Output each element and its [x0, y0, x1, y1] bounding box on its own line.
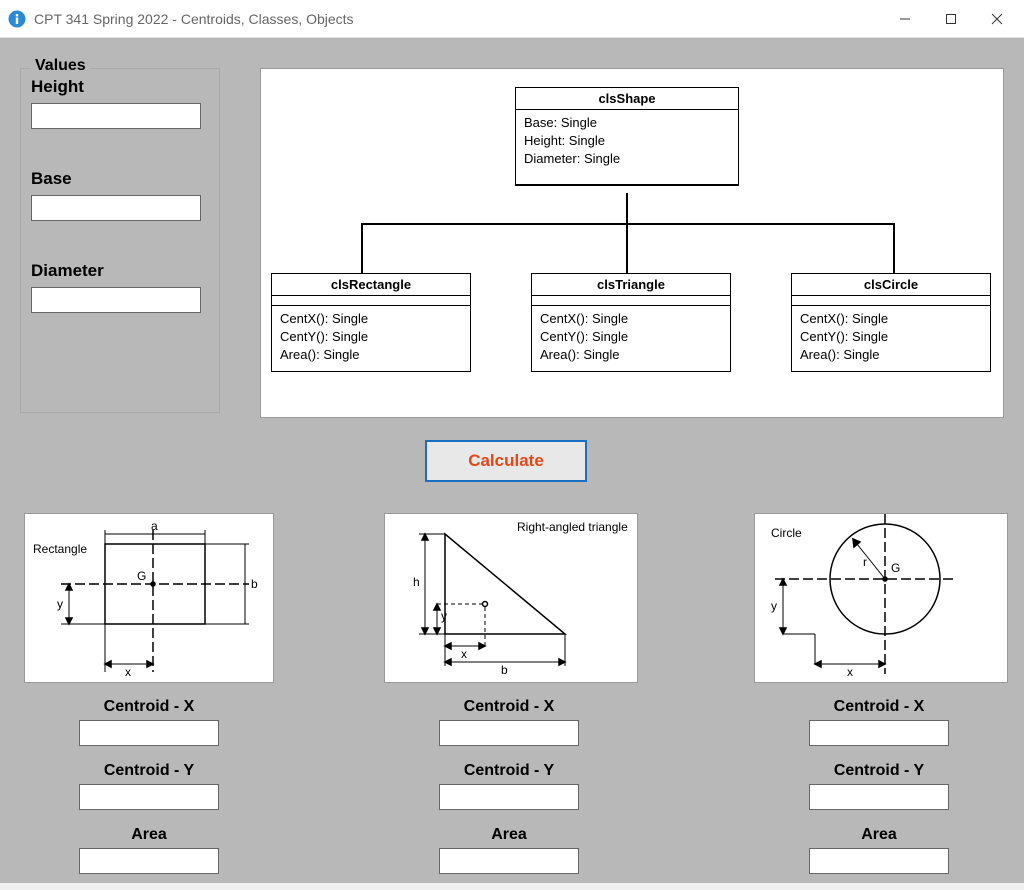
uml-attr: Diameter: Single	[524, 150, 730, 168]
window-title: CPT 341 Spring 2022 - Centroids, Classes…	[34, 11, 882, 27]
uml-sep	[792, 296, 990, 306]
uml-clstriangle-title: clsTriangle	[532, 274, 730, 296]
centroid-x-label: Centroid - X	[414, 698, 604, 716]
label-G: G	[137, 569, 146, 583]
uml-clsshape-title: clsShape	[516, 88, 738, 110]
uml-attr: Base: Single	[524, 114, 730, 132]
uml-clsrectangle-methods: CentX(): Single CentY(): Single Area(): …	[272, 306, 470, 371]
uml-method: Area(): Single	[540, 346, 722, 364]
maximize-button[interactable]	[928, 3, 974, 35]
uml-clsrectangle-title: clsRectangle	[272, 274, 470, 296]
label-b: b	[501, 663, 508, 677]
uml-attr: Height: Single	[524, 132, 730, 150]
uml-clsrectangle: clsRectangle CentX(): Single CentY(): Si…	[271, 273, 471, 372]
maximize-icon	[945, 13, 957, 25]
triangle-results: Centroid - X Centroid - Y Area	[414, 698, 604, 890]
uml-clscircle-methods: CentX(): Single CentY(): Single Area(): …	[792, 306, 990, 371]
label-x: x	[125, 665, 131, 679]
uml-sep	[516, 175, 738, 185]
label-a: a	[151, 519, 158, 533]
height-label: Height	[31, 77, 209, 97]
titlebar: CPT 341 Spring 2022 - Centroids, Classes…	[0, 0, 1024, 38]
uml-clsshape: clsShape Base: Single Height: Single Dia…	[515, 87, 739, 186]
circle-results: Centroid - X Centroid - Y Area	[784, 698, 974, 890]
rectangle-results: Centroid - X Centroid - Y Area	[54, 698, 244, 890]
uml-connector	[361, 223, 363, 273]
label-b: b	[251, 577, 258, 591]
close-button[interactable]	[974, 3, 1020, 35]
rectangle-centroidx-output[interactable]	[79, 720, 219, 746]
diameter-input[interactable]	[31, 287, 201, 313]
diameter-label: Diameter	[31, 261, 209, 281]
area-label: Area	[54, 826, 244, 844]
uml-method: Area(): Single	[800, 346, 982, 364]
rectangle-area-output[interactable]	[79, 848, 219, 874]
uml-method: CentY(): Single	[540, 328, 722, 346]
rectangle-figure-panel: Rectangle	[24, 513, 274, 683]
minimize-button[interactable]	[882, 3, 928, 35]
triangle-area-output[interactable]	[439, 848, 579, 874]
uml-method: CentY(): Single	[800, 328, 982, 346]
app-icon	[8, 10, 26, 28]
area-label: Area	[784, 826, 974, 844]
triangle-centroidy-output[interactable]	[439, 784, 579, 810]
circle-centroidx-output[interactable]	[809, 720, 949, 746]
uml-clstriangle-methods: CentX(): Single CentY(): Single Area(): …	[532, 306, 730, 371]
uml-diagram-panel: clsShape Base: Single Height: Single Dia…	[260, 68, 1004, 418]
circle-title: Circle	[771, 526, 802, 540]
label-y: y	[57, 597, 63, 611]
close-icon	[991, 13, 1003, 25]
circle-centroidy-output[interactable]	[809, 784, 949, 810]
label-y: y	[441, 609, 447, 623]
centroid-x-label: Centroid - X	[54, 698, 244, 716]
calculate-button[interactable]: Calculate	[425, 440, 587, 482]
circle-area-output[interactable]	[809, 848, 949, 874]
uml-clscircle: clsCircle CentX(): Single CentY(): Singl…	[791, 273, 991, 372]
uml-method: CentY(): Single	[280, 328, 462, 346]
circle-figure-panel: Circle r	[754, 513, 1008, 683]
uml-method: Area(): Single	[280, 346, 462, 364]
uml-clsshape-attrs: Base: Single Height: Single Diameter: Si…	[516, 110, 738, 175]
uml-method: CentX(): Single	[800, 310, 982, 328]
centroid-y-label: Centroid - Y	[784, 762, 974, 780]
base-input[interactable]	[31, 195, 201, 221]
label-x: x	[461, 647, 467, 661]
uml-connector	[626, 193, 628, 223]
triangle-figure-panel: Right-angled triangle	[384, 513, 638, 683]
uml-connector	[361, 223, 895, 225]
minimize-icon	[899, 13, 911, 25]
client-area: Values Height Base Diameter clsShape Bas…	[0, 38, 1024, 883]
uml-connector	[893, 223, 895, 273]
uml-sep	[532, 296, 730, 306]
label-x: x	[847, 665, 853, 679]
rectangle-centroidy-output[interactable]	[79, 784, 219, 810]
triangle-title: Right-angled triangle	[517, 520, 628, 534]
uml-clscircle-title: clsCircle	[792, 274, 990, 296]
uml-sep	[272, 296, 470, 306]
rectangle-title: Rectangle	[33, 542, 87, 556]
uml-connector	[626, 223, 628, 273]
base-label: Base	[31, 169, 209, 189]
values-legend: Values	[31, 57, 90, 75]
centroid-x-label: Centroid - X	[784, 698, 974, 716]
uml-clstriangle: clsTriangle CentX(): Single CentY(): Sin…	[531, 273, 731, 372]
label-y: y	[771, 599, 777, 613]
height-input[interactable]	[31, 103, 201, 129]
label-h: h	[413, 575, 420, 589]
uml-method: CentX(): Single	[280, 310, 462, 328]
centroid-y-label: Centroid - Y	[54, 762, 244, 780]
triangle-figure: h b x y	[385, 514, 639, 684]
label-G: G	[891, 561, 900, 575]
uml-method: CentX(): Single	[540, 310, 722, 328]
rectangle-figure: a b x y G	[25, 514, 275, 684]
area-label: Area	[414, 826, 604, 844]
values-groupbox: Values Height Base Diameter	[20, 68, 220, 413]
triangle-centroidx-output[interactable]	[439, 720, 579, 746]
centroid-y-label: Centroid - Y	[414, 762, 604, 780]
label-r: r	[863, 555, 867, 569]
